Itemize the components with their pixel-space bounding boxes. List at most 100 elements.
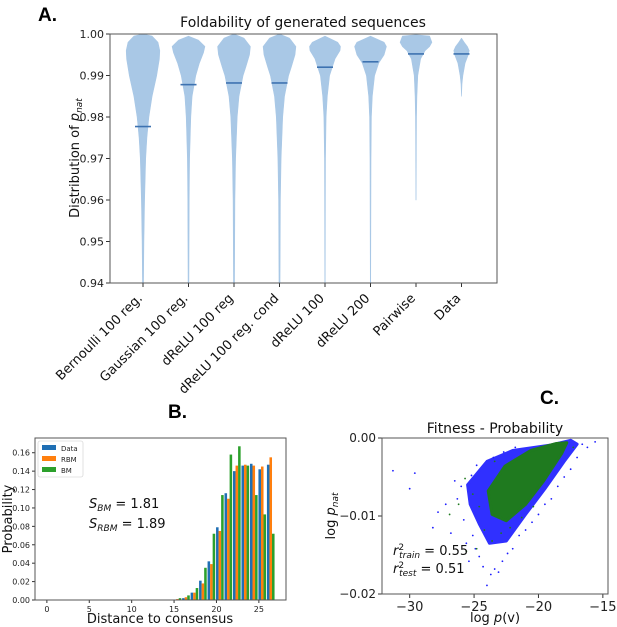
scatter-point: [449, 532, 452, 535]
y-tick-label: 1.00: [80, 28, 105, 41]
scatter-point: [431, 526, 434, 529]
panel-a-ylabel: Distribution of pnat: [68, 98, 85, 218]
scatter-point: [502, 451, 505, 453]
scatter-point: [572, 446, 575, 449]
legend-label-rbm: RBM: [61, 456, 77, 464]
scatter-point: [532, 505, 535, 508]
x-tick-label: Pairwise: [371, 291, 419, 339]
violin: [354, 35, 387, 284]
y-tick-label: 0.99: [80, 70, 105, 83]
scatter-point: [470, 474, 473, 477]
panel-c-xlabel: log p(v): [470, 611, 520, 626]
panel-a-title: Foldability of generated sequences: [180, 15, 426, 31]
panel-b-frame: [34, 437, 287, 601]
y-tick-label: 0.00: [349, 431, 376, 445]
panel-c-label: C.: [540, 388, 559, 409]
legend-swatch-data: [42, 445, 56, 450]
y-tick-label: 0.94: [80, 277, 105, 290]
x-tick-label: 20: [211, 605, 221, 614]
bar-bm: [263, 514, 267, 600]
bar-rbm: [260, 466, 264, 600]
scatter-point: [563, 476, 566, 478]
bar-bm: [272, 533, 275, 600]
scatter-point: [586, 446, 589, 449]
scatter-point: [537, 513, 540, 516]
scatter-plot: −0.02 −0.01 0.00 −30 −25 −20 −15: [339, 431, 616, 615]
scatter-point: [493, 568, 496, 570]
bar-data: [266, 464, 270, 600]
legend-swatch-bm: [42, 467, 56, 472]
scatter-point: [471, 493, 474, 496]
scatter-point: [457, 503, 460, 506]
x-tick-label: 0: [44, 605, 49, 614]
x-tick-label: −25: [460, 600, 487, 615]
scatter-point: [456, 497, 459, 500]
panel-c-frame: [381, 437, 609, 595]
scatter-point: [475, 464, 478, 467]
y-tick-label: −0.02: [339, 587, 376, 601]
scatter-point: [492, 456, 495, 459]
legend-swatch-rbm: [42, 456, 56, 461]
scatter-point: [531, 521, 533, 524]
bar-bm: [187, 595, 190, 600]
x-tick-label: 5: [87, 605, 92, 614]
panel-b-xlabel: Distance to consensus: [87, 612, 234, 627]
scatter-point: [500, 532, 503, 535]
bar-data: [224, 493, 228, 600]
y-tick-label: 0.08: [12, 522, 30, 531]
y-tick-label: 0.97: [80, 153, 105, 166]
bar-rbm: [227, 498, 230, 600]
panel-c-ylabel: log pnat: [324, 492, 341, 539]
bar-bm: [195, 588, 199, 600]
scatter-point: [462, 519, 465, 521]
y-tick-label: 0.10: [12, 504, 30, 513]
legend-label-bm: BM: [61, 467, 72, 475]
scatter-point: [489, 573, 492, 576]
panel-b-ylabel: Probability: [1, 484, 16, 553]
panel-b-legend: Data RBM BM: [37, 440, 84, 478]
scatter-point: [413, 472, 416, 474]
scatter-point: [453, 480, 456, 482]
scatter-point: [544, 503, 546, 506]
scatter-point: [460, 485, 463, 488]
s-bm-annotation: SBM = 1.81: [89, 497, 159, 514]
scatter-point: [594, 441, 597, 443]
bar-data: [249, 463, 253, 600]
bar-rbm: [218, 530, 222, 600]
bar-data: [190, 592, 194, 600]
bar-bm: [221, 495, 224, 600]
scatter-point: [501, 560, 504, 563]
scatter-point: [464, 477, 466, 480]
scatter-point: [478, 555, 481, 558]
y-tick-label: 0.14: [12, 467, 30, 476]
r2-train-annotation: r2 train = 0.55: [393, 543, 468, 561]
y-tick-label: 0.04: [12, 559, 30, 568]
x-tick-label: Bernoulli 100 reg.: [53, 291, 146, 384]
panel-b-label: B.: [168, 402, 187, 423]
violin: [217, 33, 251, 284]
bar-rbm: [184, 597, 188, 600]
scatter-point: [465, 542, 468, 545]
panel-c-title: Fitness - Probability: [427, 421, 563, 437]
x-tick-label: −15: [589, 600, 616, 615]
bar-rbm: [235, 465, 239, 600]
x-tick-label: 25: [254, 605, 264, 614]
x-tick-label: −30: [396, 600, 423, 615]
violin: [399, 34, 433, 201]
y-tick-label: 0.16: [12, 449, 30, 458]
scatter-point: [518, 534, 521, 537]
bar-rbm: [193, 592, 196, 600]
bar-data: [199, 580, 202, 600]
bar-rbm: [269, 457, 273, 600]
scatter-point: [392, 469, 394, 472]
scatter-point: [478, 505, 481, 508]
y-tick-label: 0.98: [80, 111, 105, 124]
scatter-point: [550, 497, 553, 500]
scatter-point: [444, 503, 447, 506]
scatter-point: [475, 547, 478, 550]
scatter-point: [471, 534, 474, 537]
scatter-point: [493, 460, 496, 463]
y-tick-label: 0.00: [12, 596, 30, 605]
scatter-point: [506, 552, 509, 555]
y-tick-label: 0.02: [12, 578, 30, 587]
